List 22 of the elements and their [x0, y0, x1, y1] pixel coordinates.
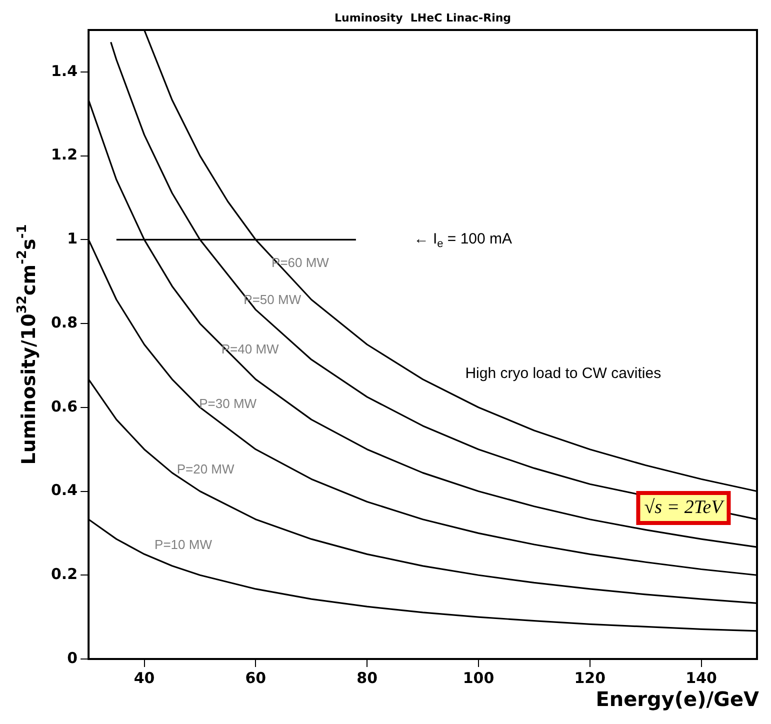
- x-tick-label: 120: [574, 668, 606, 687]
- x-tick-label: 80: [356, 668, 378, 687]
- series-label: P=20 MW: [176, 462, 235, 477]
- x-tick-label: 40: [134, 668, 155, 687]
- y-tick-label: 0.6: [50, 397, 78, 416]
- y-tick-label: 0.2: [50, 565, 78, 584]
- x-axis-title: Energy(e)/GeV: [596, 687, 760, 712]
- y-tick-label: 1.2: [50, 146, 78, 164]
- series-label: P=30 MW: [199, 396, 258, 411]
- y-tick-label: 1.4: [50, 62, 78, 80]
- x-tick-label: 100: [462, 668, 494, 687]
- y-axis-title: Luminosity/1032cm-2s-1: [14, 224, 40, 465]
- chart-title: Luminosity LHeC Linac-Ring: [334, 11, 512, 24]
- x-tick-label: 60: [245, 668, 266, 687]
- y-tick-label: 0.8: [50, 313, 78, 332]
- y-tick-label: 0: [67, 648, 78, 667]
- series-label: P=10 MW: [154, 537, 213, 552]
- x-tick-label: 140: [686, 668, 717, 687]
- annotation: √s = 2TeV: [644, 497, 726, 518]
- y-tick-label: 1: [67, 230, 78, 248]
- annotation: High cryo load to CW cavities: [465, 365, 662, 382]
- y-tick-label: 0.4: [50, 481, 78, 500]
